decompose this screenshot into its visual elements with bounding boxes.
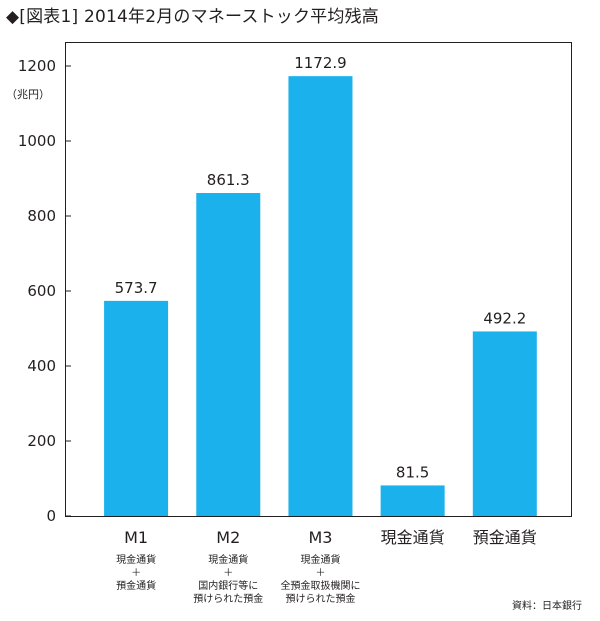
- y-tick-label: 0: [46, 507, 56, 525]
- category-label: M3: [308, 528, 332, 547]
- category-description-line: 現金通貨: [116, 553, 156, 566]
- bar-M3: [288, 76, 353, 516]
- category-description-line: 預けられた預金: [193, 592, 263, 605]
- value-label: 573.7: [115, 279, 158, 297]
- category-label: M2: [216, 528, 240, 547]
- bar-M2: [196, 193, 261, 516]
- category-description-line: 国内銀行等に: [198, 579, 258, 592]
- plot-area-frame: [65, 42, 572, 517]
- category-description-line: ＋: [315, 568, 325, 579]
- y-tick-label: 1200: [18, 57, 56, 75]
- value-label: 861.3: [207, 171, 250, 189]
- category-description-line: 現金通貨: [300, 553, 340, 566]
- y-tick-label: 400: [27, 357, 56, 375]
- bar-M1: [104, 300, 169, 516]
- category-label: 現金通貨: [381, 528, 445, 547]
- bar-現金通貨: [380, 485, 445, 516]
- chart-title: ◆[図表1] 2014年2月のマネーストック平均残高: [6, 7, 379, 27]
- value-label: 1172.9: [294, 54, 347, 72]
- category-label: M1: [124, 528, 148, 547]
- value-label: 81.5: [396, 463, 429, 481]
- category-description-line: 預けられた預金: [285, 592, 355, 605]
- y-tick-label: 800: [27, 207, 56, 225]
- value-label: 492.2: [483, 309, 526, 327]
- category-description-line: 全預金取扱機関に: [280, 579, 360, 592]
- category-description-line: ＋: [223, 568, 233, 579]
- category-description-line: 預金通貨: [116, 579, 156, 592]
- y-axis-unit-label: （兆円）: [6, 88, 50, 101]
- y-tick-label: 1000: [18, 132, 56, 150]
- category-description-line: ＋: [131, 568, 141, 579]
- y-tick-label: 200: [27, 432, 56, 450]
- category-label: 預金通貨: [473, 528, 537, 547]
- bar-預金通貨: [472, 331, 537, 516]
- category-description-line: 現金通貨: [208, 553, 248, 566]
- source-note: 資料：日本銀行: [512, 601, 582, 612]
- y-tick-label: 600: [27, 282, 56, 300]
